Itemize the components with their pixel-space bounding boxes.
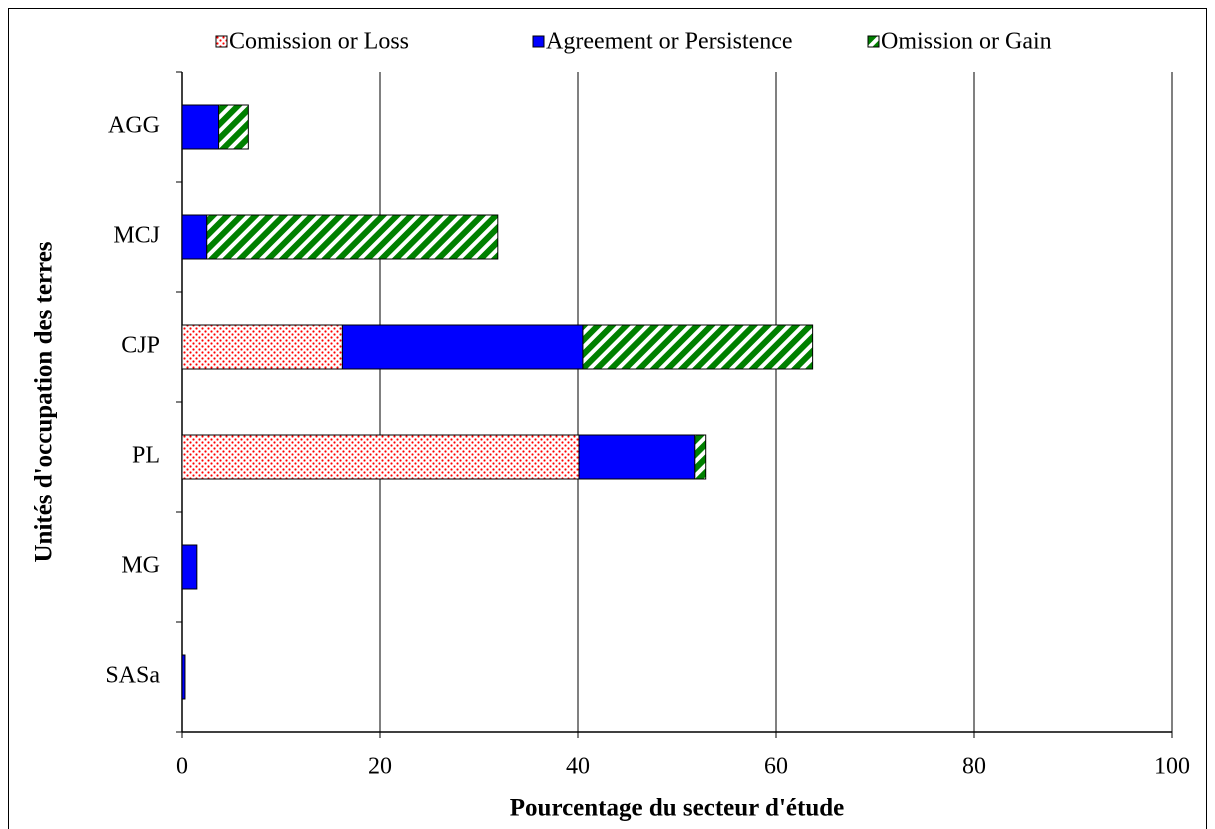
- y-tick-label: PL: [132, 443, 160, 469]
- bar-segment: [181, 654, 186, 700]
- legend-label: Comission or Loss: [229, 29, 409, 55]
- bar-segment: [206, 214, 499, 260]
- bar-segment: [694, 434, 707, 480]
- x-tick-label: 80: [962, 754, 986, 780]
- bar-segment: [181, 434, 580, 480]
- x-tick-label: 40: [566, 754, 590, 780]
- y-tick-label: SASa: [105, 663, 160, 689]
- bar-segment: [578, 434, 696, 480]
- y-axis-label: Unités d'occupation des terres: [31, 241, 58, 562]
- y-tick-label: AGG: [108, 113, 160, 139]
- legend-swatch: [532, 35, 545, 48]
- x-axis-label: Pourcentage du secteur d'étude: [510, 795, 844, 822]
- bar-segment: [181, 324, 343, 370]
- legend-label: Agreement or Persistence: [546, 29, 793, 55]
- bar-segment: [181, 104, 220, 150]
- x-tick-label: 60: [764, 754, 788, 780]
- bar-segment: [582, 324, 814, 370]
- x-tick-label: 100: [1154, 754, 1190, 780]
- legend-label: Omission or Gain: [881, 29, 1052, 55]
- x-tick-label: 0: [176, 754, 188, 780]
- bar-segment: [218, 104, 249, 150]
- bar-segment: [181, 544, 198, 590]
- legend-swatch: [867, 35, 880, 48]
- bar-segment: [341, 324, 584, 370]
- y-tick-label: MCJ: [113, 223, 160, 249]
- bar-segment: [181, 214, 208, 260]
- x-tick-label: 20: [368, 754, 392, 780]
- legend-swatch: [215, 35, 228, 48]
- y-tick-label: MG: [121, 553, 160, 579]
- y-tick-label: CJP: [121, 333, 160, 359]
